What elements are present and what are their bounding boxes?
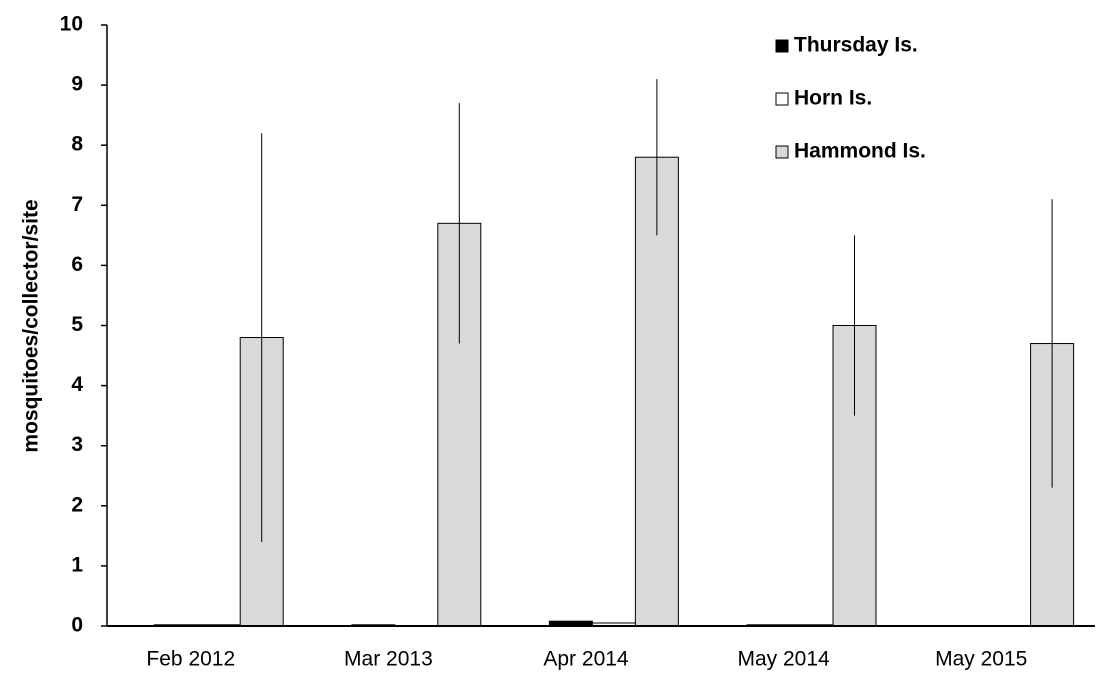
x-tick-label: May 2014	[737, 648, 830, 671]
y-tick-label: 8	[71, 133, 83, 156]
y-axis-title: mosquitoes/collector/site	[20, 199, 43, 452]
x-tick-label: Apr 2014	[543, 648, 629, 671]
legend-label: Horn Is.	[794, 87, 872, 110]
y-tick-label: 1	[71, 553, 83, 576]
y-tick-label: 5	[71, 313, 83, 336]
y-tick-label: 2	[71, 493, 83, 516]
legend-label: Hammond Is.	[794, 140, 926, 163]
x-tick-label: Mar 2013	[344, 648, 433, 671]
x-tick-label: Feb 2012	[146, 648, 235, 671]
y-tick-label: 3	[71, 433, 83, 456]
y-tick-label: 4	[71, 373, 83, 396]
x-tick-label: May 2015	[935, 648, 1027, 671]
legend-label: Thursday Is.	[794, 34, 918, 57]
y-tick-label: 6	[71, 253, 83, 276]
y-tick-label: 0	[71, 614, 83, 637]
y-tick-label: 9	[71, 73, 83, 96]
legend-swatch	[775, 145, 789, 159]
y-tick-label: 10	[60, 13, 83, 36]
legend-swatch	[775, 39, 789, 53]
y-tick-label: 7	[71, 193, 83, 216]
legend-swatch	[775, 92, 789, 106]
